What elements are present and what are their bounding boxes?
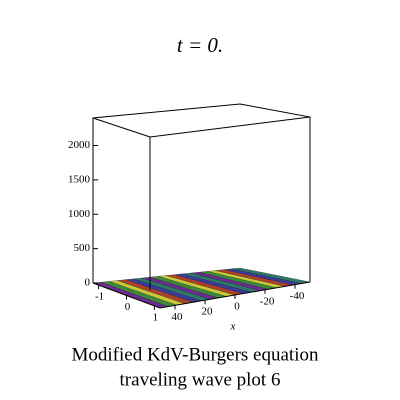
z-tick-label: 0 (85, 277, 91, 289)
caption: Modified KdV-Burgers equation (72, 344, 319, 365)
caption: traveling wave plot 6 (120, 369, 281, 390)
z-tick-label: 1500 (68, 173, 91, 185)
y-tick-label: -20 (260, 295, 275, 307)
y-tick-label: 40 (172, 311, 184, 323)
box-edge (92, 281, 311, 309)
chart-title: t = 0. (177, 33, 223, 57)
z-tick-label: 2000 (68, 139, 91, 151)
box-edge (92, 116, 311, 138)
y-tick-label: -40 (290, 290, 305, 302)
z-tick-label: 1000 (68, 208, 91, 220)
z-tick-label: 500 (74, 242, 91, 254)
surface (92, 267, 311, 309)
bounding-box (92, 103, 311, 309)
y-tick-label: 0 (234, 301, 240, 313)
y-tick-label: 20 (202, 306, 214, 318)
x-tick-label: 0 (125, 301, 131, 313)
box-edge (92, 103, 311, 283)
x-tick-label: 1 (153, 311, 159, 323)
x-axis-label: x (230, 321, 236, 333)
x-tick-label: -1 (95, 291, 104, 303)
